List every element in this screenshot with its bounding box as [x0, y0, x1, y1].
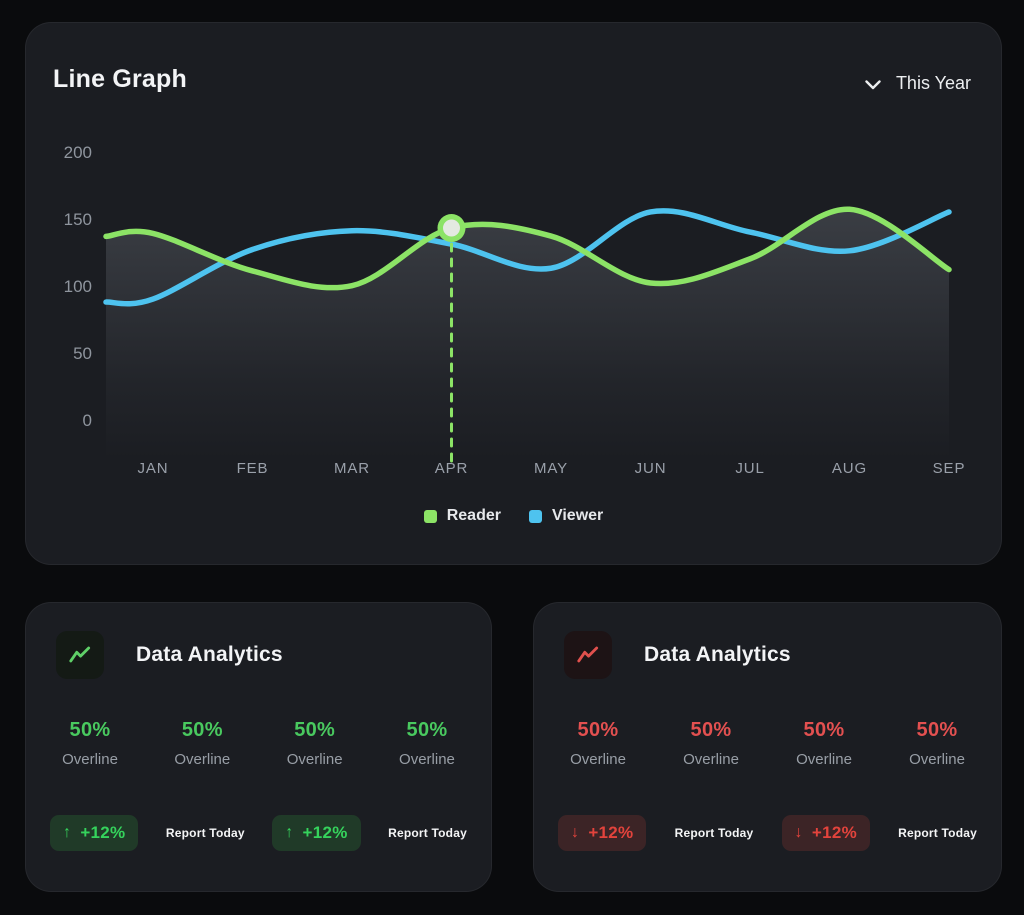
card-header: Data Analytics [56, 631, 283, 679]
change-badge: ↑ +12% [272, 815, 361, 851]
card-header: Data Analytics [564, 631, 791, 679]
x-axis-label-jun: JUN [634, 460, 667, 477]
stat-item: 50% Overline [899, 719, 975, 768]
legend-item-viewer[interactable]: Viewer [528, 507, 604, 525]
change-value: +12% [811, 823, 858, 842]
trend-down-chart-icon [564, 631, 612, 679]
legend-label: Reader [446, 507, 501, 524]
change-badge: ↓ +12% [781, 815, 871, 851]
y-axis-label-50: 50 [73, 344, 92, 363]
report-today-label: Report Today [165, 826, 245, 840]
stat-item: 50% Overline [277, 719, 353, 768]
reader-line [103, 206, 952, 291]
stat-label: Overline [174, 751, 231, 768]
change-value: +12% [302, 823, 348, 842]
badges-row: ↑ +12% Report Today ↑ +12% Report Today [26, 815, 491, 851]
line-chart[interactable] [98, 141, 968, 467]
stat-item: 50% Overline [560, 719, 636, 768]
stat-item: 50% Overline [389, 719, 465, 768]
card-title: Data Analytics [644, 643, 791, 666]
report-today-label: Report Today [388, 826, 467, 840]
stats-row: 50% Overline 50% Overline 50% Overline 5… [26, 719, 491, 768]
change-badge: ↓ +12% [558, 815, 647, 851]
data-analytics-card-red: Data Analytics 50% Overline 50% Overline… [533, 602, 1002, 892]
period-selector-label: This Year [895, 73, 971, 93]
y-axis-label-0: 0 [82, 411, 92, 430]
legend-label: Viewer [551, 507, 604, 524]
x-axis-label-jul: JUL [735, 460, 765, 477]
stat-value: 50% [181, 719, 223, 741]
period-selector[interactable]: This Year [865, 73, 971, 94]
stat-value: 50% [916, 719, 958, 741]
x-axis-label-feb: FEB [236, 460, 269, 477]
highlight-marker-dot [443, 219, 460, 237]
arrow-up-icon: ↑ [63, 824, 72, 841]
reader-area-fill [106, 209, 949, 459]
report-today-label: Report Today [674, 826, 754, 840]
stat-value: 50% [803, 719, 845, 741]
x-axis-label-mar: MAR [333, 460, 371, 477]
stat-value: 50% [690, 719, 732, 741]
stat-label: Overline [683, 751, 739, 768]
arrow-down-icon: ↓ [571, 824, 580, 841]
trend-up-chart-icon [56, 631, 104, 679]
stat-label: Overline [796, 751, 852, 768]
x-axis-label-may: MAY [533, 460, 569, 477]
stat-label: Overline [62, 751, 118, 768]
x-axis-label-jan: JAN [137, 460, 169, 477]
viewer-swatch-icon [528, 509, 542, 523]
stat-value: 50% [577, 719, 619, 741]
stat-value: 50% [294, 719, 336, 741]
legend-item-reader[interactable]: Reader [423, 507, 501, 525]
data-analytics-card-green: Data Analytics 50% Overline 50% Overline… [25, 602, 492, 892]
reader-swatch-icon [423, 509, 437, 523]
stat-item: 50% Overline [786, 719, 862, 768]
stat-item: 50% Overline [164, 719, 240, 768]
x-axis: JAN FEB MAR APR MAY JUN JUL AUG SEP [98, 460, 968, 482]
stat-item: 50% Overline [52, 719, 128, 768]
chevron-down-icon [865, 78, 881, 90]
x-axis-label-sep: SEP [932, 460, 966, 477]
arrow-down-icon: ↓ [794, 824, 803, 841]
card-title: Data Analytics [136, 643, 283, 666]
stat-label: Overline [399, 751, 455, 768]
change-value: +12% [80, 823, 126, 842]
stat-label: Overline [570, 751, 626, 768]
badges-row: ↓ +12% Report Today ↓ +12% Report Today [534, 815, 1001, 851]
x-axis-label-aug: AUG [831, 460, 868, 477]
line-graph-card: Line Graph This Year 200 150 100 50 0 JAN FEB… [25, 22, 1002, 565]
y-axis: 200 150 100 50 0 [44, 141, 92, 467]
stats-row: 50% Overline 50% Overline 50% Overline 5… [534, 719, 1001, 768]
arrow-up-icon: ↑ [285, 824, 294, 841]
stat-label: Overline [909, 751, 965, 768]
y-axis-label-200: 200 [63, 143, 92, 162]
stat-value: 50% [406, 719, 448, 741]
card-title: Line Graph [53, 65, 187, 93]
chart-legend: Reader Viewer [26, 507, 1001, 525]
x-axis-label-apr: APR [434, 460, 469, 477]
change-badge: ↑ +12% [50, 815, 139, 851]
y-axis-label-150: 150 [63, 210, 92, 229]
stat-value: 50% [69, 719, 111, 741]
stat-item: 50% Overline [673, 719, 749, 768]
report-today-label: Report Today [898, 826, 977, 840]
y-axis-label-100: 100 [63, 277, 92, 296]
stat-label: Overline [286, 751, 343, 768]
change-value: +12% [588, 823, 634, 842]
